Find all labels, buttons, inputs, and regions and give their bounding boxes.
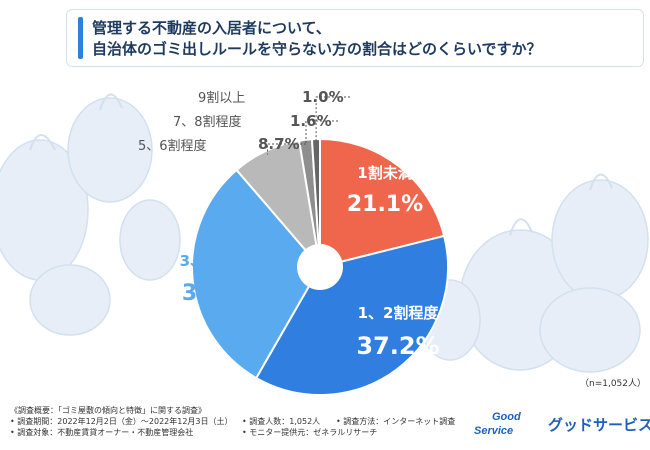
pie-slice <box>254 234 449 396</box>
callout-value-3: 1.0% <box>302 88 344 106</box>
company-name: グッドサービス <box>548 416 650 434</box>
survey-title: 《調査概要：「ゴミ屋敷の傾向と特徴」に関する調査》 <box>10 406 206 415</box>
slice-value-1: 21.1% <box>347 192 423 217</box>
callout-value-1: 8.7% <box>258 135 300 153</box>
leader-line <box>267 143 306 155</box>
title-box <box>66 9 644 67</box>
logo-mark-line1: Good <box>492 411 521 423</box>
pie-slice <box>191 168 311 380</box>
chart-title-line2: 自治体のゴミ出しルールを守らない方の割合はどのくらいですか？ <box>92 40 542 58</box>
slice-label-1: 1割未満 <box>357 164 412 182</box>
slice-value-2: 37.2% <box>356 332 439 360</box>
pie-slice <box>319 137 446 263</box>
chart-title-line1: 管理する不動産の入居者について、 <box>92 19 331 37</box>
callout-label-2: 7、8割程度 <box>173 114 242 130</box>
logo-mark-line2: Service <box>474 425 513 437</box>
callout-label-3: 9割以上 <box>198 90 245 106</box>
slice-label-3: 3、4割程度 <box>180 252 262 270</box>
survey-method: • 調査方法：インターネット調査 <box>336 417 456 426</box>
good-service-logo-icon: Good Service <box>474 411 521 437</box>
sample-size-note: （n=1,052人） <box>580 379 647 389</box>
survey-target: • 調査対象：不動産賃貸オーナー・不動産管理会社 <box>10 428 194 437</box>
survey-period: • 調査期間：2022年12月2日（金）〜2022年12月3日（土） <box>10 417 233 426</box>
leader-line <box>315 96 350 144</box>
pie-slice <box>310 137 321 247</box>
callout-label-1: 5、6割程度 <box>138 138 207 154</box>
survey-count: • 調査人数：1,052人 <box>242 417 321 426</box>
slice-label-2: 1、2割程度 <box>358 304 440 322</box>
title-accent-bar <box>78 17 83 59</box>
callout-value-2: 1.6% <box>290 112 332 130</box>
survey-provider: • モニター提供元：ゼネラルリサーチ <box>242 428 378 437</box>
slice-value-3: 30.4% <box>182 281 258 306</box>
